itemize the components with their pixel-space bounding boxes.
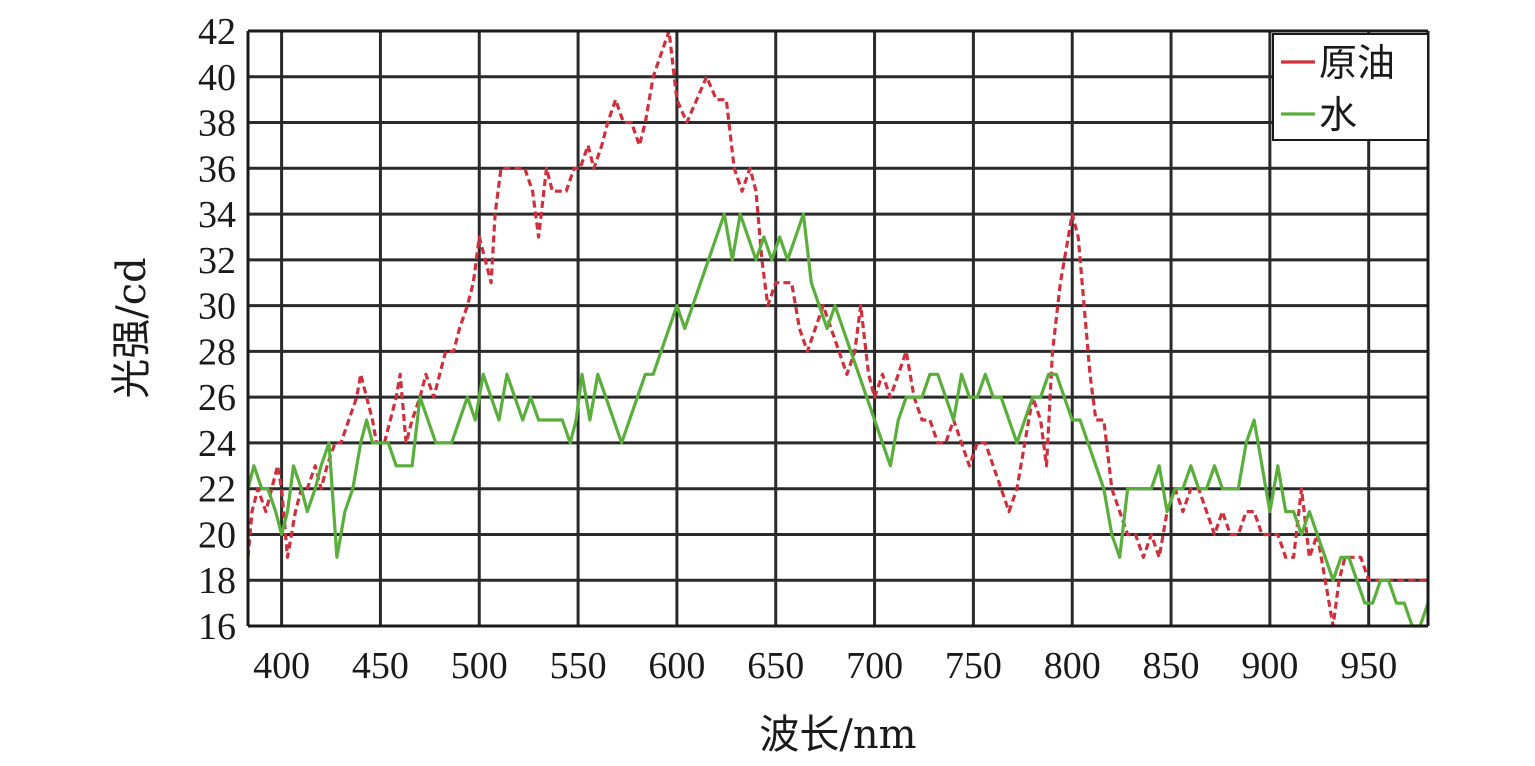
y-tick-label: 32 [198,240,236,282]
x-tick-label: 850 [1143,645,1200,687]
x-tick-label: 400 [253,645,310,687]
x-tick-label: 950 [1340,645,1397,687]
y-tick-label: 18 [198,560,236,602]
y-tick-label: 30 [198,286,236,328]
y-tick-label: 36 [198,148,236,190]
y-tick-label: 16 [198,606,236,648]
x-tick-label: 500 [451,645,508,687]
y-tick-label: 28 [198,331,236,373]
x-tick-label: 750 [945,645,1002,687]
plot-series [246,29,1430,628]
plot-area [248,31,1428,626]
legend: 原油水 [1272,33,1429,141]
legend-label: 水 [1319,93,1357,137]
legend-label: 原油 [1319,41,1395,85]
x-tick-label: 600 [648,645,705,687]
x-tick-label: 650 [747,645,804,687]
y-tick-label: 42 [198,11,236,53]
y-tick-label: 24 [198,423,236,465]
x-tick-label: 700 [846,645,903,687]
x-tick-label: 550 [550,645,607,687]
grid [248,29,1428,628]
y-tick-label: 26 [198,377,236,419]
series-line [246,212,1430,628]
x-tick-label: 800 [1044,645,1101,687]
legend-box [1272,33,1429,141]
x-tick-label: 450 [352,645,409,687]
y-tick-label: 22 [198,469,236,511]
x-axis-label: 波长/nm [759,712,916,758]
x-tick-label: 900 [1241,645,1298,687]
y-tick-label: 20 [198,514,236,556]
y-tick-label: 40 [198,57,236,99]
axes: 400 450 500 550 600 650 700 750 800 850 900 950 1618… [198,11,1430,687]
y-tick-label: 38 [198,103,236,145]
series-line [246,29,1428,628]
y-axis-label: 光强/cd [109,257,155,398]
y-tick-label: 34 [198,194,236,236]
